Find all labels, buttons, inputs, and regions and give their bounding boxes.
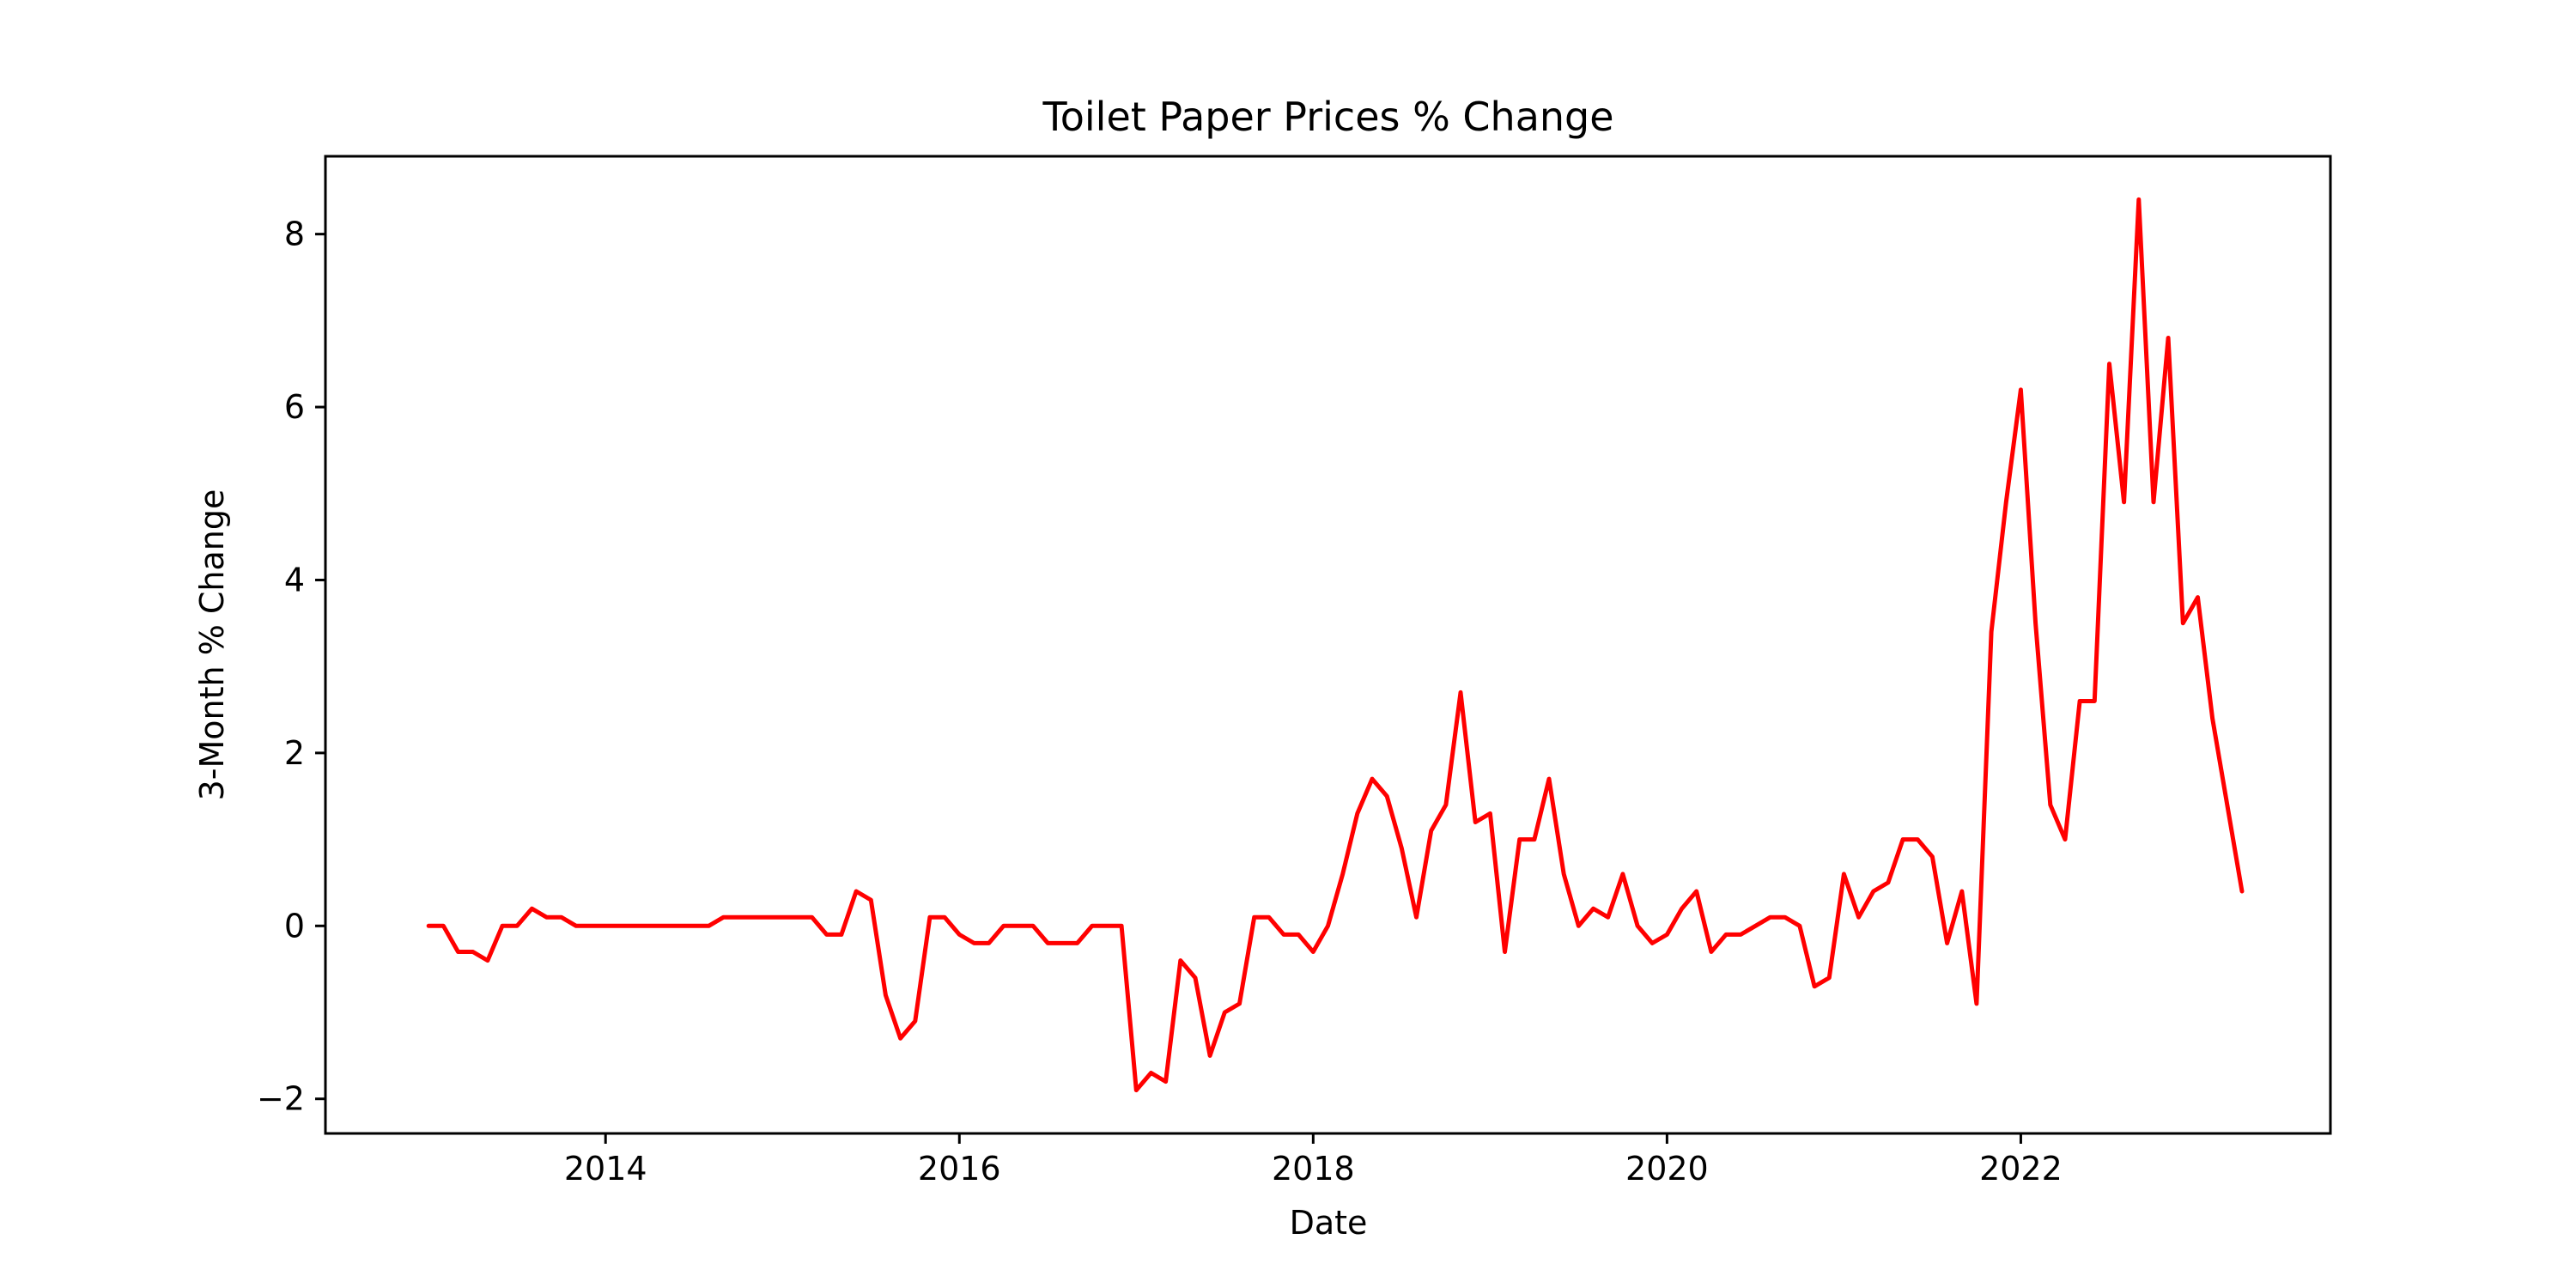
x-axis: 2014 2016 2018 2020 2022 [564, 1133, 2063, 1188]
y-tick-label: 6 [284, 388, 305, 426]
plot-frame [324, 155, 2332, 1135]
y-tick-label: −2 [257, 1080, 305, 1118]
y-tick-label: 0 [284, 907, 305, 945]
y-axis: −2 0 2 4 6 8 [257, 216, 325, 1118]
x-tick-label: 2016 [918, 1150, 1001, 1188]
series-line [426, 197, 2245, 1093]
chart-title: Toilet Paper Prices % Change [1042, 94, 1613, 140]
x-tick-label: 2020 [1625, 1150, 1709, 1188]
x-tick-label: 2014 [564, 1150, 647, 1188]
y-tick-label: 8 [284, 216, 305, 253]
y-axis-label: 3-Month % Change [193, 489, 231, 801]
y-tick-label: 2 [284, 734, 305, 772]
x-tick-label: 2022 [1979, 1150, 2063, 1188]
x-axis-label: Date [1290, 1204, 1368, 1242]
x-tick-label: 2018 [1272, 1150, 1355, 1188]
y-tick-label: 4 [284, 561, 305, 598]
